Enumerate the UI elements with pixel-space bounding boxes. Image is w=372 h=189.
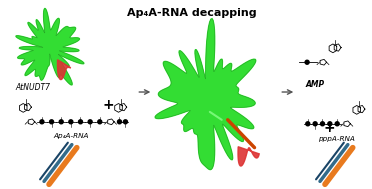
Text: Ap₄A-RNA decapping: Ap₄A-RNA decapping — [127, 8, 257, 18]
Circle shape — [88, 120, 92, 124]
Circle shape — [335, 122, 339, 126]
Text: AMP: AMP — [305, 80, 325, 89]
Text: Ap₄A-RNA: Ap₄A-RNA — [53, 133, 89, 139]
Circle shape — [305, 60, 309, 64]
Circle shape — [313, 122, 317, 126]
Polygon shape — [238, 147, 259, 166]
Circle shape — [321, 122, 324, 126]
Circle shape — [49, 120, 54, 124]
Circle shape — [124, 120, 128, 124]
Text: AtNUDT7: AtNUDT7 — [15, 83, 50, 92]
Circle shape — [118, 120, 122, 124]
Text: +: + — [103, 98, 114, 112]
Circle shape — [306, 122, 310, 126]
Polygon shape — [155, 19, 256, 170]
Circle shape — [40, 120, 44, 124]
Circle shape — [328, 122, 332, 126]
Circle shape — [69, 120, 73, 124]
Circle shape — [98, 120, 102, 124]
Text: +: + — [323, 121, 335, 135]
Polygon shape — [58, 60, 71, 80]
Polygon shape — [16, 9, 84, 85]
Circle shape — [59, 120, 63, 124]
Text: pppA-RNA: pppA-RNA — [318, 136, 355, 142]
Circle shape — [78, 120, 83, 124]
